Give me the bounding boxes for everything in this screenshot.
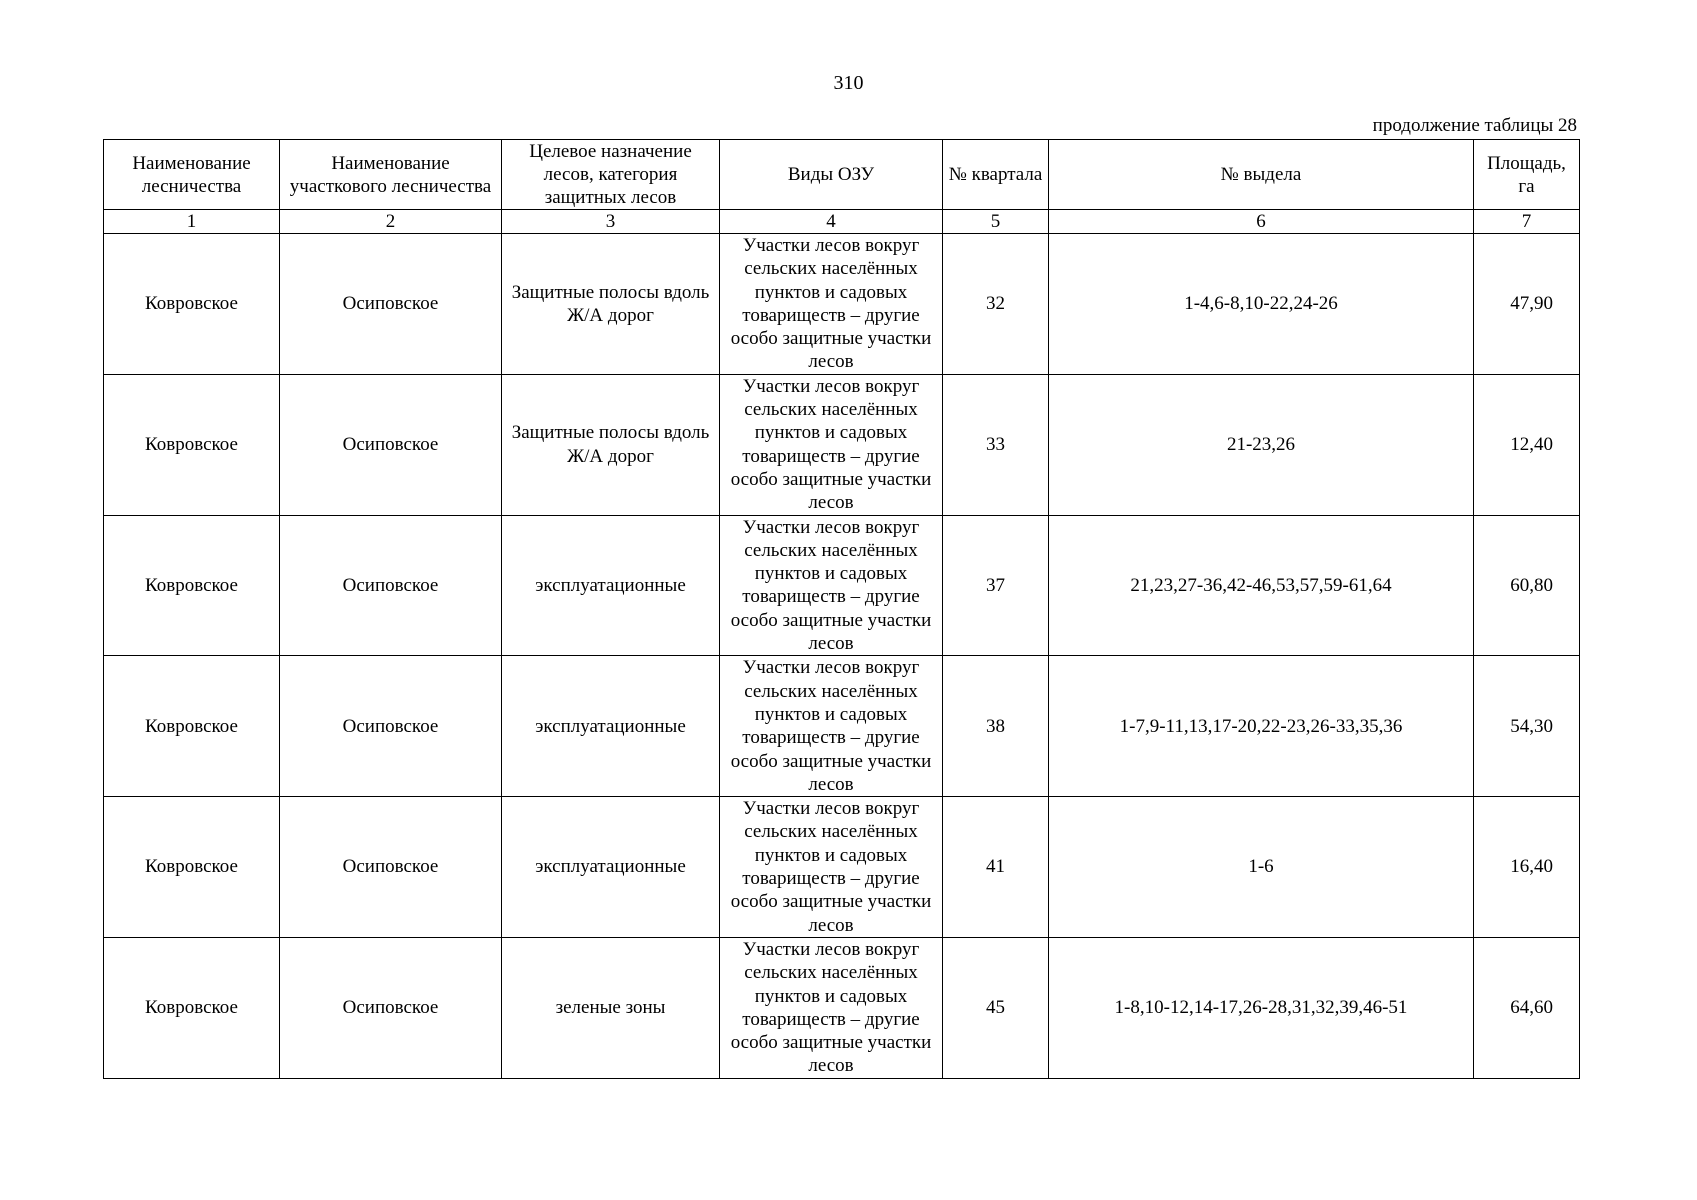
cell-quarter-number: 38 (942, 655, 1049, 798)
cell-forestry: Ковровское (103, 655, 280, 798)
table-row: Ковровское Осиповское Защитные полосы вдол… (103, 233, 1580, 375)
cell-allotment-numbers: 1-6 (1048, 796, 1474, 938)
cell-quarter-number: 33 (942, 373, 1049, 516)
cell-purpose-category: Защитные полосы вдоль Ж/А дорог (501, 233, 720, 375)
cell-ozu-type: Участки лесов вокруг сельских населённых… (719, 514, 943, 657)
cell-quarter-number: 45 (942, 936, 1049, 1079)
cell-ozu-type: Участки лесов вокруг сельских населённых… (719, 796, 943, 938)
cell-quarter-number: 41 (942, 796, 1049, 938)
header-quarter-number: № квартала (942, 139, 1049, 210)
cell-allotment-numbers: 21-23,26 (1048, 373, 1474, 516)
cell-area-ha: 54,30 (1473, 655, 1580, 798)
cell-district-forestry: Осиповское (279, 514, 502, 657)
header-ozu-type: Виды ОЗУ (719, 139, 943, 210)
cell-ozu-type: Участки лесов вокруг сельских населённых… (719, 655, 943, 798)
table-continuation-label: продолжение таблицы 28 (1372, 115, 1577, 136)
cell-area-ha: 47,90 (1473, 233, 1580, 375)
cell-forestry: Ковровское (103, 233, 280, 375)
cell-quarter-number: 37 (942, 514, 1049, 657)
cell-ozu-type: Участки лесов вокруг сельских населённых… (719, 373, 943, 516)
cell-purpose-category: эксплуатационные (501, 514, 720, 657)
cell-quarter-number: 32 (942, 233, 1049, 375)
cell-area-ha: 60,80 (1473, 514, 1580, 657)
cell-forestry: Ковровское (103, 514, 280, 657)
cell-district-forestry: Осиповское (279, 655, 502, 798)
header-allotment-numbers: № выдела (1048, 139, 1474, 210)
forest-table: Наименование лесничества Наименование уча… (103, 139, 1580, 1079)
table-row: Ковровское Осиповское эксплуатационные Учас… (103, 796, 1580, 938)
cell-district-forestry: Осиповское (279, 936, 502, 1079)
cell-ozu-type: Участки лесов вокруг сельских населённых… (719, 936, 943, 1079)
cell-area-ha: 64,60 (1473, 936, 1580, 1079)
cell-purpose-category: Защитные полосы вдоль Ж/А дорог (501, 373, 720, 516)
column-number: 5 (942, 209, 1049, 234)
cell-district-forestry: Осиповское (279, 373, 502, 516)
header-area-ha: Площадь, га (1473, 139, 1580, 210)
cell-area-ha: 16,40 (1473, 796, 1580, 938)
cell-allotment-numbers: 1-8,10-12,14-17,26-28,31,32,39,46-51 (1048, 936, 1474, 1079)
cell-allotment-numbers: 1-7,9-11,13,17-20,22-23,26-33,35,36 (1048, 655, 1474, 798)
table-row: Ковровское Осиповское зеленые зоны Участки … (103, 936, 1580, 1079)
cell-purpose-category: зеленые зоны (501, 936, 720, 1079)
cell-district-forestry: Осиповское (279, 233, 502, 375)
table-row: Ковровское Осиповское Защитные полосы вдол… (103, 373, 1580, 516)
page-number: 310 (833, 72, 864, 94)
cell-forestry: Ковровское (103, 936, 280, 1079)
cell-forestry: Ковровское (103, 796, 280, 938)
header-forestry: Наименование лесничества (103, 139, 280, 210)
cell-district-forestry: Осиповское (279, 796, 502, 938)
cell-purpose-category: эксплуатационные (501, 655, 720, 798)
header-purpose-category: Целевое назначение лесов, категория защи… (501, 139, 720, 210)
cell-forestry: Ковровское (103, 373, 280, 516)
column-number: 6 (1048, 209, 1474, 234)
column-number: 2 (279, 209, 502, 234)
column-number: 4 (719, 209, 943, 234)
cell-allotment-numbers: 21,23,27-36,42-46,53,57,59-61,64 (1048, 514, 1474, 657)
column-number: 1 (103, 209, 280, 234)
column-number: 3 (501, 209, 720, 234)
table-row: Ковровское Осиповское эксплуатационные Учас… (103, 655, 1580, 798)
cell-purpose-category: эксплуатационные (501, 796, 720, 938)
table-row: Ковровское Осиповское эксплуатационные Учас… (103, 514, 1580, 657)
column-number: 7 (1473, 209, 1580, 234)
cell-ozu-type: Участки лесов вокруг сельских населённых… (719, 233, 943, 375)
header-row: Наименование лесничества Наименование уча… (103, 139, 1580, 210)
cell-allotment-numbers: 1-4,6-8,10-22,24-26 (1048, 233, 1474, 375)
header-district-forestry: Наименование участкового лесничества (279, 139, 502, 210)
cell-area-ha: 12,40 (1473, 373, 1580, 516)
